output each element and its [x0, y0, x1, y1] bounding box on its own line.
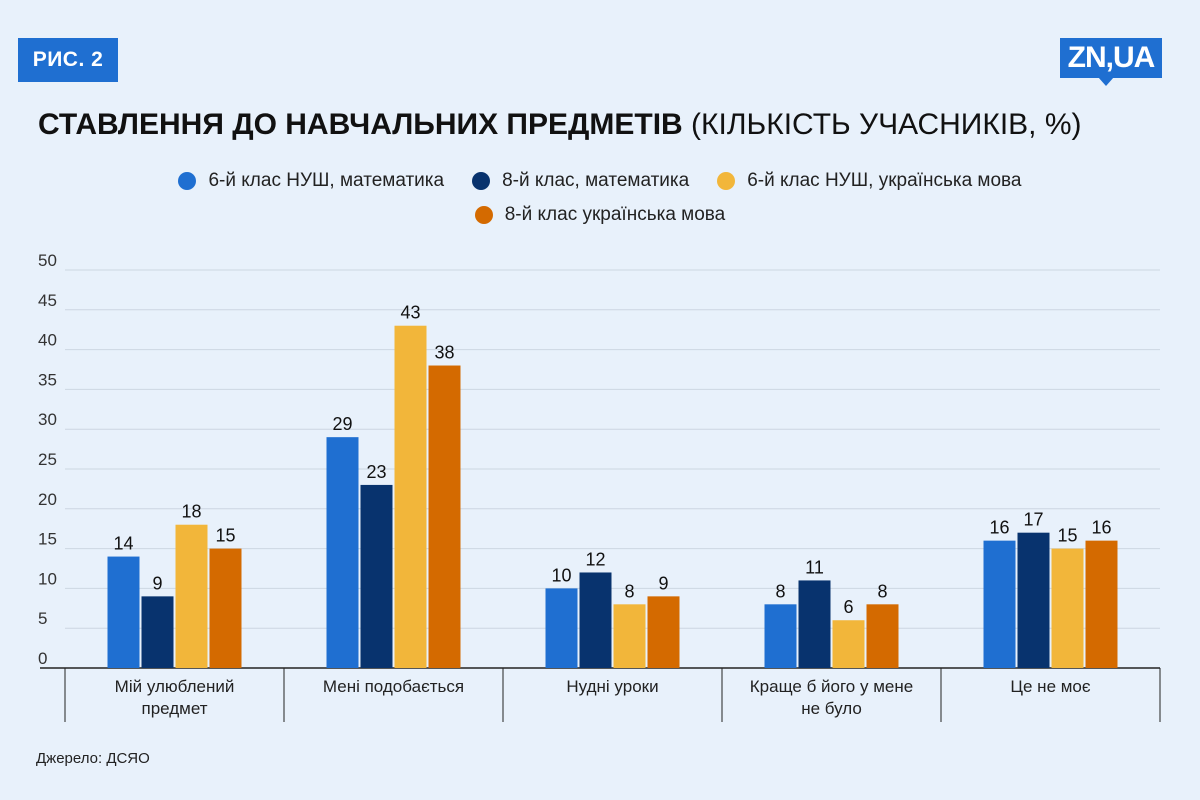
bar-value-label: 16 [989, 518, 1009, 538]
bar-value-label: 15 [215, 526, 235, 546]
bar-value-label: 10 [551, 565, 571, 585]
legend-label: 6-й клас НУШ, українська мова [747, 170, 1022, 191]
legend-item: 8-й клас, математика [472, 170, 689, 192]
bar [360, 484, 393, 668]
bar [798, 580, 831, 668]
y-tick-label: 0 [38, 649, 47, 668]
bar-value-label: 9 [658, 573, 668, 593]
legend-item: 6-й клас НУШ, математика [178, 170, 444, 192]
chart-title: СТАВЛЕННЯ ДО НАВЧАЛЬНИХ ПРЕДМЕТІВ (КІЛЬК… [38, 108, 1082, 142]
x-tick-label: Краще б його у мене не було [750, 677, 913, 718]
chart-title-main: СТАВЛЕННЯ ДО НАВЧАЛЬНИХ ПРЕДМЕТІВ [38, 108, 683, 141]
bar-value-label: 8 [877, 581, 887, 601]
y-tick-label: 20 [38, 490, 57, 509]
source-note: Джерело: ДСЯО [36, 750, 150, 767]
bar-value-label: 38 [434, 343, 454, 363]
bar [579, 572, 612, 668]
x-tick-label-line: Мені подобається [323, 677, 464, 696]
bar-value-label: 8 [624, 581, 634, 601]
bar [832, 620, 865, 668]
bar-value-label: 17 [1023, 510, 1043, 530]
legend-item: 8-й клас українська мова [474, 204, 726, 226]
bar [209, 548, 242, 668]
y-tick-label: 30 [38, 410, 57, 429]
legend-row-1: 6-й клас НУШ, математика 8-й клас, матем… [80, 170, 1120, 192]
bar [866, 604, 899, 668]
legend-item: 6-й клас НУШ, українська мова [717, 170, 1022, 192]
bar-value-label: 12 [585, 549, 605, 569]
bar [428, 365, 461, 668]
bar [141, 596, 174, 668]
y-tick-label: 10 [38, 569, 57, 588]
x-tick-label-line: Нудні уроки [566, 677, 658, 696]
x-tick-label-line: предмет [141, 699, 207, 718]
figure-badge: РИС. 2 [18, 38, 118, 82]
x-tick-label-line: Краще б його у мене [750, 677, 913, 696]
bar [175, 524, 208, 668]
bar-value-label: 29 [332, 414, 352, 434]
legend-swatch [472, 172, 491, 190]
bar [983, 540, 1016, 668]
x-tick-label-line: Мій улюблений [115, 677, 235, 696]
y-tick-label: 40 [38, 331, 57, 350]
bar [1017, 532, 1050, 668]
bar-value-label: 8 [775, 581, 785, 601]
bar-value-label: 14 [113, 534, 133, 554]
legend-row-2: 8-й клас українська мова [80, 204, 1120, 226]
y-tick-label: 35 [38, 370, 57, 389]
bar [107, 556, 140, 668]
bar-value-label: 43 [400, 303, 420, 323]
legend-label: 6-й клас НУШ, математика [208, 170, 445, 191]
bar [764, 604, 797, 668]
y-tick-label: 50 [38, 251, 57, 270]
bar [545, 588, 578, 668]
bar [394, 325, 427, 668]
y-tick-label: 45 [38, 291, 57, 310]
x-tick-label-line: Це не моє [1010, 677, 1090, 696]
bar-value-label: 23 [366, 462, 386, 482]
bar-value-label: 16 [1091, 518, 1111, 538]
bar-value-label: 18 [181, 502, 201, 522]
bar [1085, 540, 1118, 668]
bar [1051, 548, 1084, 668]
x-tick-label: Це не моє [1010, 677, 1090, 696]
legend-swatch [717, 172, 736, 190]
legend-swatch [178, 172, 197, 190]
brand-logo[interactable]: ZN,UA [1060, 38, 1162, 86]
y-tick-label: 5 [38, 609, 47, 628]
legend-label: 8-й клас українська мова [504, 204, 726, 225]
legend-swatch [474, 206, 493, 224]
x-tick-label: Нудні уроки [566, 677, 658, 696]
bar-value-label: 9 [152, 573, 162, 593]
bar-value-label: 6 [843, 597, 853, 617]
legend-label: 8-й клас, математика [502, 170, 690, 191]
x-tick-label: Мені подобається [323, 677, 464, 696]
chart-title-subtitle: (КІЛЬКІСТЬ УЧАСНИКІВ, %) [682, 108, 1082, 141]
bar-value-label: 15 [1057, 526, 1077, 546]
y-tick-label: 25 [38, 450, 57, 469]
bar-value-label: 11 [805, 557, 824, 577]
bar [647, 596, 680, 668]
y-tick-label: 15 [38, 530, 57, 549]
x-tick-label: Мій улюблений предмет [115, 677, 235, 718]
bar [613, 604, 646, 668]
x-tick-label-line: не було [801, 699, 862, 718]
bar [326, 437, 359, 668]
